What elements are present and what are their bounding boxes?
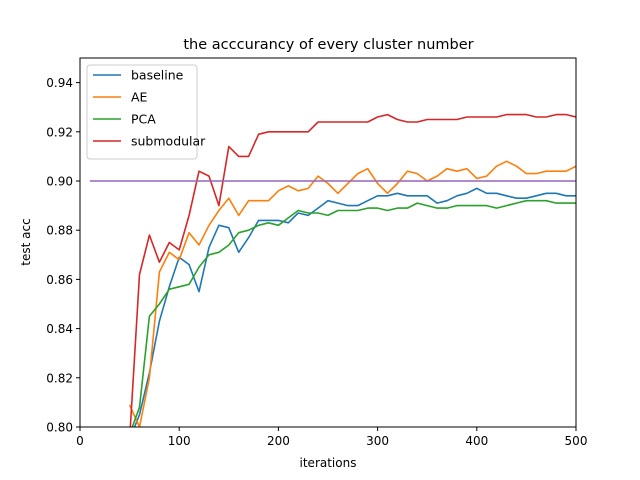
x-tick-label: 100 (168, 434, 191, 448)
x-axis-label: iterations (300, 456, 357, 470)
x-tick-label: 400 (465, 434, 488, 448)
plot-frame (79, 57, 577, 428)
x-tick-label: 200 (267, 434, 290, 448)
legend-entry-PCA: PCA (131, 112, 156, 127)
legend-entry-submodular: submodular (131, 134, 206, 149)
y-tick-label: 0.92 (46, 125, 73, 139)
x-tick-label: 300 (366, 434, 389, 448)
series-line-AE (128, 160, 576, 427)
y-tick-label: 0.94 (46, 76, 73, 90)
y-axis-label: test acc (19, 218, 33, 265)
y-tick-label: 0.82 (46, 371, 73, 385)
y-axis: 0.80 0.82 0.84 0.86 0.88 0.90 0.92 0.94 (46, 76, 80, 435)
legend-entry-baseline: baseline (131, 68, 184, 83)
legend-entry-AE: AE (131, 90, 148, 105)
x-tick-label: 0 (76, 434, 84, 448)
y-tick-label: 0.84 (46, 322, 73, 336)
series-line-baseline (133, 187, 576, 427)
chart-title: the acccurancy of every cluster number (183, 37, 473, 53)
y-tick-label: 0.80 (46, 421, 73, 435)
x-tick-label: 500 (565, 434, 588, 448)
y-tick-label: 0.90 (46, 175, 73, 189)
y-tick-label: 0.86 (46, 273, 73, 287)
series-line-submodular (129, 113, 576, 427)
series-line-PCA (131, 199, 576, 427)
legend-box (86, 64, 198, 160)
y-tick-label: 0.88 (46, 224, 73, 238)
x-axis: 0 100 200 300 400 500 (76, 427, 587, 448)
series-layer (89, 113, 576, 427)
legend: baseline AE PCA submodular (86, 64, 206, 160)
